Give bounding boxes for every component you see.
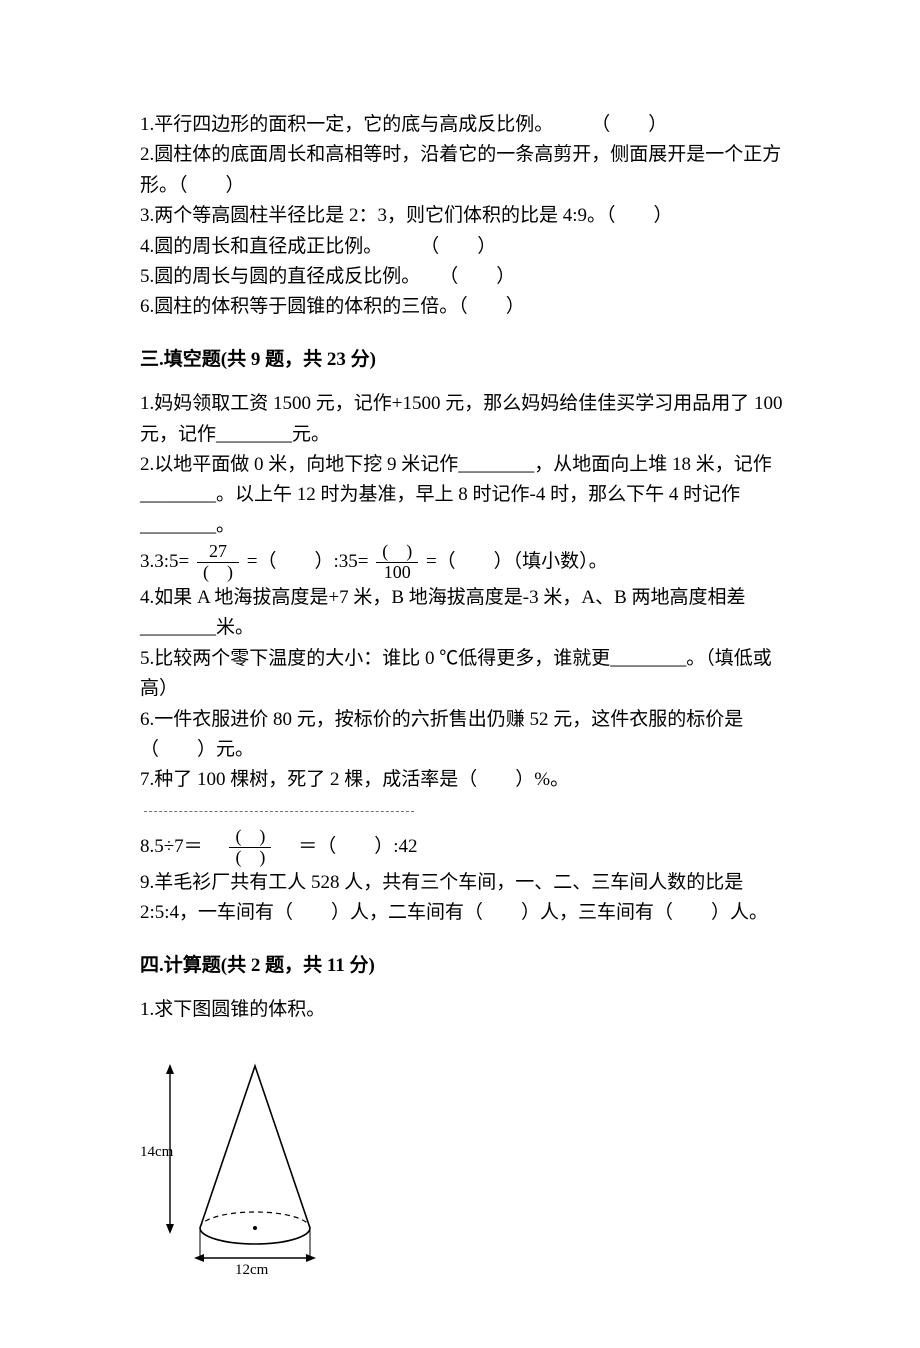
fraction-den: ( ) [229,848,271,868]
cone-icon: 14cm 12cm [140,1048,330,1278]
fraction-den: ( ) [197,563,239,583]
fraction-blank-over-blank: ( ) ( ) [229,827,271,868]
cone-diameter-label: 12cm [235,1262,269,1278]
fill-q5: 5.比较两个零下温度的大小：谁比 0 ℃低得更多，谁就更________。（填低… [140,644,790,705]
calc-q1: 1.求下图圆锥的体积。 [140,995,790,1025]
fraction-den: 100 [376,563,418,583]
fill-q3-mid: =（ ）:35= [247,551,373,572]
judgment-q3: 3.两个等高圆柱半径比是 2：3，则它们体积的比是 4:9。（ ） [140,201,790,231]
fill-q8: 8.5÷7＝ ( ) ( ) ＝（ ）:42 [140,826,790,868]
fill-q6: 6.一件衣服进价 80 元，按标价的六折售出仍赚 52 元，这件衣服的标价是（ … [140,705,790,766]
judgment-q2: 2.圆柱体的底面周长和高相等时，沿着它的一条高剪开，侧面展开是一个正方形。（ ） [140,140,790,201]
fill-q7: 7.种了 100 棵树，死了 2 棵，成活率是（ ）%。 [140,765,790,826]
fill-q8-lead: 8.5÷7＝ [140,836,222,857]
fill-q3-lead: 3.3:5= [140,551,189,572]
judgment-q1: 1.平行四边形的面积一定，它的底与高成反比例。 （ ） [140,110,790,140]
fill-q3-tail: =（ ）（填小数）。 [426,551,608,572]
fill-q2-line3: ________。 [140,511,790,541]
fill-q9: 9.羊毛衫厂共有工人 528 人，共有三个车间，一、二、三车间人数的比是 2:5… [140,868,790,929]
cone-figure: 14cm 12cm [140,1048,790,1278]
fill-q3: 3.3:5= 27 ( ) =（ ）:35= ( ) 100 =（ ）（填小数）… [140,541,790,583]
section4-header: 四.计算题(共 2 题，共 11 分) [140,951,790,981]
fraction-num: 27 [197,542,239,563]
fraction-blank-over-100: ( ) 100 [376,542,418,583]
section3-header: 三.填空题(共 9 题，共 23 分) [140,345,790,375]
fill-q7-text: 7.种了 100 棵树，死了 2 棵，成活率是（ ）%。 [140,769,569,790]
fill-q1: 1.妈妈领取工资 1500 元，记作+1500 元，那么妈妈给佳佳买学习用品用了… [140,389,790,450]
fraction-num: ( ) [229,827,271,848]
fill-q8-tail: ＝（ ）:42 [279,836,417,857]
fraction-27-over-blank: 27 ( ) [197,542,239,583]
cone-height-label: 14cm [140,1144,174,1160]
dotted-line-icon [144,811,414,812]
fill-q2-line1: 2.以地平面做 0 米，向地下挖 9 米记作________，从地面向上堆 18… [140,450,790,480]
fill-q4: 4.如果 A 地海拔高度是+7 米，B 地海拔高度是-3 米，A、B 两地高度相… [140,583,790,644]
exam-page: 1.平行四边形的面积一定，它的底与高成反比例。 （ ） 2.圆柱体的底面周长和高… [0,0,920,1348]
judgment-q4: 4.圆的周长和直径成正比例。 （ ） [140,232,790,262]
fraction-num: ( ) [376,542,418,563]
fill-q2-line2: ________。以上午 12 时为基准，早上 8 时记作-4 时，那么下午 4… [140,480,790,510]
judgment-q5: 5.圆的周长与圆的直径成反比例。 （ ） [140,262,790,292]
judgment-q6: 6.圆柱的体积等于圆锥的体积的三倍。（ ） [140,292,790,322]
